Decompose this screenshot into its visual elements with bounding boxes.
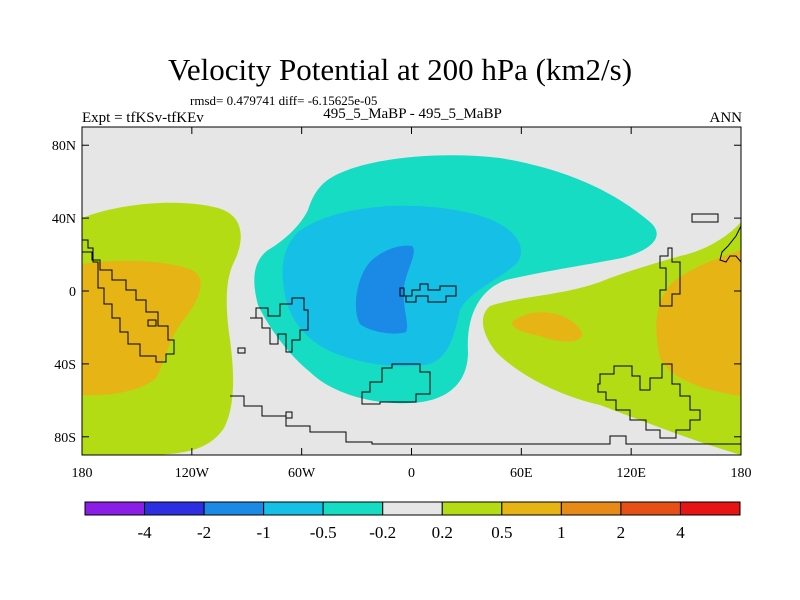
x-tick-label: 180	[72, 466, 93, 481]
colorbar-swatch	[382, 501, 443, 516]
x-tick-label: 180	[731, 466, 752, 481]
colorbar-label: 0.5	[491, 523, 512, 542]
case-label: 495_5_MaBP - 495_5_MaBP	[323, 106, 502, 122]
y-tick-label: 40S	[54, 358, 76, 373]
colorbar: -4 -2 -1 -0.5 -0.2 0.2 0.5 1 2 4	[84, 501, 741, 542]
season-label: ANN	[709, 110, 743, 126]
colorbar-swatch	[144, 501, 205, 516]
colorbar-swatch	[501, 501, 562, 516]
x-tick-label: 60E	[510, 466, 533, 481]
colorbar-label: 1	[557, 523, 566, 542]
colorbar-label: -0.5	[310, 523, 337, 542]
colorbar-swatch	[679, 501, 741, 516]
colorbar-swatch	[322, 501, 384, 516]
colorbar-label: 2	[617, 523, 626, 542]
colorbar-swatch	[441, 501, 503, 516]
coastline-maritime	[597, 363, 701, 439]
negative-core	[355, 245, 414, 334]
colorbar-label: -2	[197, 523, 211, 542]
stats-label: rmsd= 0.479741 diff= -6.15625e-05	[190, 93, 378, 108]
y-tick-label: 40N	[52, 212, 76, 227]
coastline-island-pacific	[237, 347, 246, 354]
coastline-africa-south	[361, 363, 431, 405]
x-tick-label: 120E	[616, 466, 646, 481]
coastline-small-island	[147, 319, 157, 327]
colorbar-swatch	[620, 501, 681, 516]
positive-core-east	[656, 250, 741, 396]
colorbar-label: -1	[257, 523, 271, 542]
colorbar-label: 4	[676, 523, 685, 542]
experiment-label: Expt = tfKSv-tfKEv	[82, 110, 204, 126]
colorbar-swatch	[84, 501, 146, 516]
coastline-australia-east	[719, 225, 741, 263]
coastline-antarctic-margin	[230, 395, 741, 445]
positive-core-west	[82, 260, 201, 396]
y-tick-label: 0	[69, 285, 76, 300]
x-tick-label: 0	[408, 466, 415, 481]
y-tick-label: 80S	[54, 431, 76, 446]
x-axis: 180 120W 60W 0 60E 120E 180	[72, 127, 752, 481]
y-axis: 80N 40N 0 40S 80S	[52, 139, 741, 446]
colorbar-swatch	[560, 501, 622, 516]
colorbar-swatch	[263, 501, 324, 516]
coastline-south-america	[250, 297, 309, 353]
y-tick-label: 80N	[52, 139, 76, 154]
coastline-layer	[82, 213, 741, 445]
colorbar-label: -0.2	[369, 523, 396, 542]
coastline-island-south	[285, 411, 293, 419]
coastline-asia-east	[659, 213, 719, 307]
coastline-australia-west	[82, 239, 175, 363]
x-tick-label: 60W	[288, 466, 316, 481]
colorbar-label: 0.2	[432, 523, 453, 542]
coastline-africa	[399, 283, 457, 303]
colorbar-swatch	[203, 501, 265, 516]
x-tick-label: 120W	[175, 466, 210, 481]
positive-tongue-east	[512, 312, 583, 342]
colorbar-label: -4	[137, 523, 152, 542]
chart-title: Velocity Potential at 200 hPa (km2/s)	[167, 52, 633, 87]
